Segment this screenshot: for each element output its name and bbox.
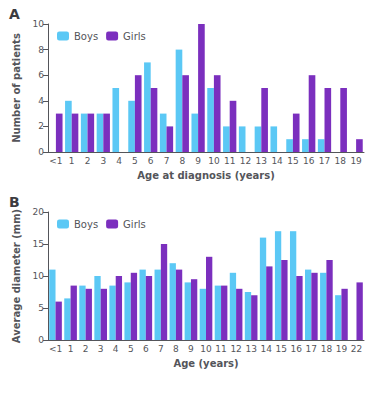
svg-text:16: 16 [303,156,315,166]
svg-text:16: 16 [291,344,303,354]
svg-text:6: 6 [148,156,154,166]
svg-text:10: 10 [200,344,212,354]
svg-text:B: B [9,194,20,210]
svg-text:8: 8 [38,45,44,55]
svg-text:15: 15 [276,344,287,354]
svg-text:10: 10 [33,271,45,281]
svg-text:1: 1 [68,344,74,354]
svg-text:10: 10 [33,19,45,29]
svg-text:Average diameter (mm): Average diameter (mm) [11,209,22,343]
svg-text:15: 15 [287,156,298,166]
svg-text:18: 18 [335,156,347,166]
svg-text:11: 11 [224,156,235,166]
svg-text:A: A [9,6,20,22]
svg-text:7: 7 [158,344,164,354]
svg-text:3: 3 [100,156,106,166]
svg-text:6: 6 [143,344,149,354]
svg-text:Age (years): Age (years) [173,358,238,369]
svg-text:14: 14 [260,344,272,354]
svg-text:4: 4 [38,96,44,106]
svg-text:13: 13 [256,156,267,166]
svg-text:13: 13 [245,344,256,354]
svg-text:5: 5 [38,303,44,313]
svg-text:<1: <1 [49,344,62,354]
svg-text:10: 10 [208,156,220,166]
svg-text:5: 5 [128,344,134,354]
svg-text:2: 2 [85,156,91,166]
svg-text:0: 0 [38,147,44,157]
svg-text:22: 22 [351,344,362,354]
svg-text:Boys: Boys [74,31,98,42]
svg-text:Girls: Girls [123,31,146,42]
svg-text:4: 4 [116,156,122,166]
svg-text:17: 17 [319,156,330,166]
svg-text:15: 15 [33,239,44,249]
svg-text:12: 12 [230,344,241,354]
svg-text:18: 18 [321,344,333,354]
svg-text:9: 9 [188,344,194,354]
svg-text:<1: <1 [49,156,62,166]
svg-text:6: 6 [38,70,44,80]
svg-text:2: 2 [83,344,89,354]
svg-text:Girls: Girls [123,219,146,230]
svg-text:4: 4 [113,344,119,354]
svg-text:5: 5 [132,156,138,166]
svg-text:12: 12 [240,156,251,166]
svg-text:Number of patients: Number of patients [11,33,22,143]
svg-text:11: 11 [215,344,226,354]
svg-text:8: 8 [179,156,185,166]
svg-text:14: 14 [271,156,283,166]
svg-text:Boys: Boys [74,219,98,230]
svg-text:19: 19 [336,344,348,354]
svg-text:19: 19 [350,156,362,166]
svg-text:7: 7 [164,156,170,166]
svg-text:0: 0 [38,335,44,345]
svg-text:2: 2 [38,121,44,131]
svg-text:8: 8 [173,344,179,354]
svg-text:Age at diagnosis (years): Age at diagnosis (years) [137,170,275,181]
svg-text:9: 9 [195,156,201,166]
svg-text:17: 17 [306,344,317,354]
svg-text:20: 20 [33,207,45,217]
svg-text:3: 3 [98,344,104,354]
svg-text:1: 1 [69,156,75,166]
